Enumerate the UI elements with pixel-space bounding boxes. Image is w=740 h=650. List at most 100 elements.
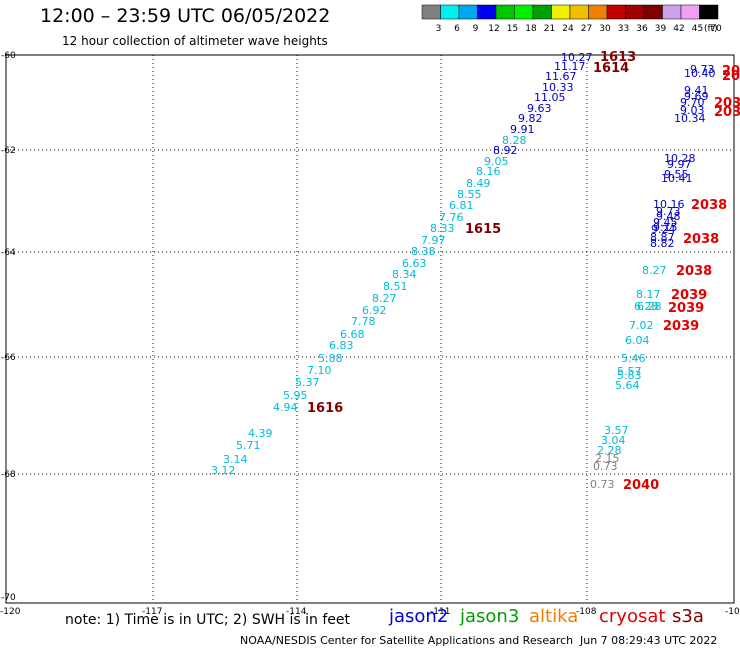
time-label-s3a: 1615 <box>465 222 501 237</box>
swh-value-jason2: 11.17 <box>554 60 586 73</box>
swh-value-jason2: 8.92 <box>493 144 518 157</box>
swh-value-jason2: 10.33 <box>542 81 574 94</box>
time-label-cryosat: 2039 <box>663 319 699 334</box>
swh-value-jason2: 11.67 <box>545 70 577 83</box>
swh-value-east-cyan: 5.57 <box>617 365 642 378</box>
swh-value-jason3: 9.05 <box>484 155 509 168</box>
swh-value-east-blue: 9.70 <box>680 96 705 109</box>
time-label-cryosat: 203 <box>714 96 740 111</box>
time-label-cryosat: 20 <box>722 69 740 84</box>
swh-value-east-blue: 10.41 <box>661 172 693 185</box>
colorbar-label: 18 <box>525 24 537 34</box>
colorbar-label: 36 <box>636 24 648 34</box>
swh-value-jason3: 5.95 <box>283 389 308 402</box>
longitude-label: -10 <box>725 607 740 617</box>
swh-value-jason3: 8.38 <box>411 245 436 258</box>
colorbar-label: 39 <box>655 24 667 34</box>
swh-value-jason3: 7.10 <box>307 364 332 377</box>
colorbar-label: 21 <box>544 24 555 34</box>
colorbar-label: (ft) <box>704 24 718 34</box>
swh-value-east-blue: 10.16 <box>653 198 685 211</box>
latitude-label: -66 <box>1 353 16 363</box>
swh-value-east-cyan: 3.04 <box>601 434 626 447</box>
time-label-s3a: 1613 <box>600 50 636 65</box>
latitude-label: -70 <box>1 593 16 603</box>
swh-value-east-blue: 9.73 <box>690 63 715 76</box>
swh-value-east-cyan: 3.57 <box>604 424 629 437</box>
time-label-cryosat: 2038 <box>691 198 727 213</box>
colorbar-label: 42 <box>673 24 684 34</box>
legend-altika: altika <box>529 606 579 627</box>
latitude-label: -60 <box>1 51 16 61</box>
swh-value-jason3: 6.81 <box>449 199 474 212</box>
swh-value-jason3: 4.39 <box>248 427 273 440</box>
colorbar-label: 27 <box>581 24 592 34</box>
longitude-label: -117 <box>142 607 162 617</box>
swh-value-east-cyan: 5.46 <box>621 352 646 365</box>
swh-value-east-cyan: 5.83 <box>617 369 642 382</box>
swh-value-jason3: 8.34 <box>392 268 417 281</box>
latitude-label: -62 <box>1 146 16 156</box>
time-label-cryosat: 2038 <box>683 232 719 247</box>
swh-value-jason3: 8.28 <box>502 134 527 147</box>
swh-value-jason3: 4.94 <box>273 401 298 414</box>
colorbar-label: 30 <box>599 24 611 34</box>
colorbar-label: 15 <box>507 24 518 34</box>
swh-value-jason3: 8.51 <box>383 280 408 293</box>
time-label-cryosat: 20 <box>722 64 740 79</box>
swh-value-east-blue: 8.82 <box>650 237 675 250</box>
colorbar-label: 9 <box>473 24 479 34</box>
swh-value-jason2: 9.82 <box>518 112 543 125</box>
time-label-s3a: 1614 <box>593 61 629 76</box>
swh-value-east-cyan: 8.17 <box>636 288 661 301</box>
swh-value-jason2: 10.27 <box>561 51 593 64</box>
swh-value-low: 0.73 <box>590 478 615 491</box>
swh-value-low: 0.73 <box>593 460 618 473</box>
swh-value-east-blue: 9.15 <box>653 221 678 234</box>
longitude-label: -114 <box>286 607 307 617</box>
colorbar-label: 3 <box>436 24 442 34</box>
swh-value-jason3: 7.78 <box>351 315 376 328</box>
time-label-cryosat: 2038 <box>676 264 712 279</box>
swh-value-jason3: 7.97 <box>421 234 446 247</box>
longitude-label: -111 <box>430 607 450 617</box>
swh-value-east-cyan: 6.28 <box>634 300 659 313</box>
footer-timestamp: Jun 7 08:29:43 UTC 2022 <box>580 634 718 647</box>
note-text: note: 1) Time is in UTC; 2) SWH is in fe… <box>65 612 351 628</box>
swh-value-jason2: 9.91 <box>510 123 535 136</box>
swh-value-jason3: 6.92 <box>362 304 387 317</box>
swh-value-east-blue: 8.87 <box>650 231 675 244</box>
swh-value-jason3: 5.71 <box>236 439 261 452</box>
swh-value-jason3: 8.33 <box>430 222 455 235</box>
swh-value-jason2: 9.63 <box>527 102 552 115</box>
swh-value-jason3: 8.27 <box>372 292 397 305</box>
swh-value-east-blue: 9.55 <box>664 168 689 181</box>
colorbar-label: 45 <box>692 24 703 34</box>
legend-jason2: jason2 <box>389 606 449 627</box>
swh-value-east-blue: 9.73 <box>656 205 681 218</box>
swh-value-east-blue: 10.34 <box>674 112 706 125</box>
longitude-label: -120 <box>0 607 21 617</box>
swh-value-jason3: 3.14 <box>223 453 248 466</box>
swh-value-east-cyan: 8.27 <box>642 264 667 277</box>
swh-value-east-blue: 10.40 <box>684 67 716 80</box>
swh-value-jason3: 6.68 <box>340 328 365 341</box>
swh-value-east-blue: 9.24 <box>651 223 676 236</box>
legend-s3a: s3a <box>672 606 704 627</box>
swh-value-jason2: 11.05 <box>534 91 566 104</box>
swh-value-low: 2.15 <box>595 452 620 465</box>
page-subtitle: 12 hour collection of altimeter wave hei… <box>62 34 328 48</box>
colorbar-swatch <box>699 4 719 20</box>
colorbar-label: 33 <box>618 24 629 34</box>
map-frame <box>5 54 735 604</box>
swh-value-east-blue: 9.03 <box>680 104 705 117</box>
colorbar: 3 6 9 12 15 18 21 24 27 30 33 36 39 42 45 70(ft) <box>421 4 722 34</box>
swh-value-east-cyan: 7.02 <box>629 319 654 332</box>
swh-value-jason3: 5.88 <box>318 352 343 365</box>
time-label-s3a: 1616 <box>307 401 343 416</box>
swh-value-east-cyan: 6.04 <box>625 334 650 347</box>
swh-value-east-blue: 10.28 <box>664 152 696 165</box>
swh-value-east-cyan: 6.28 <box>637 300 662 313</box>
swh-value-east-cyan: 2.28 <box>597 444 622 457</box>
